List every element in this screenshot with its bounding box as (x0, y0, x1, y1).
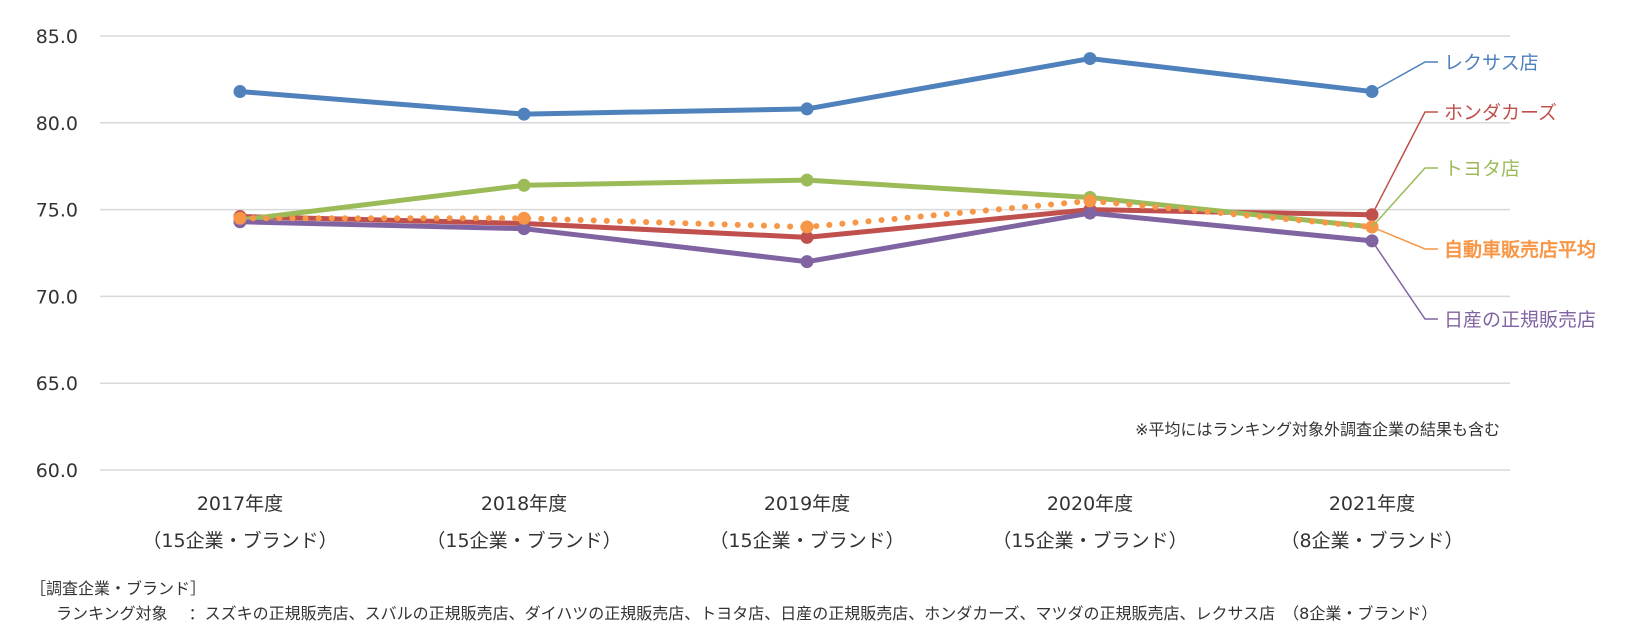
y-tick-label: 75.0 (36, 200, 78, 222)
grid-lines (100, 35, 1510, 471)
series-label: 日産の正規販売店 (1444, 309, 1596, 331)
x-category-count: （15企業・ブランド） (426, 529, 621, 552)
y-axis-ticks: 85.0 80.0 75.0 70.0 65.0 60.0 (36, 26, 78, 482)
x-category-count: （15企業・ブランド） (709, 529, 904, 552)
leader-line (1371, 111, 1438, 216)
line-chart: 85.0 80.0 75.0 70.0 65.0 60.0 2017年度 （15企業・ブラン… (36, 26, 1596, 552)
series-point (517, 222, 531, 236)
series-point (800, 230, 814, 244)
x-category-year: 2020年度 (1047, 493, 1133, 515)
leader-line (1371, 167, 1438, 228)
series-point (800, 173, 814, 187)
series-point (800, 255, 814, 269)
series-point (517, 211, 531, 225)
y-tick-label: 85.0 (36, 26, 78, 48)
series-label: 自動車販売店平均 (1444, 238, 1596, 261)
leader-line (1371, 240, 1438, 320)
y-tick-label: 80.0 (36, 113, 78, 135)
label-leader-lines (1371, 61, 1438, 320)
series-point (1083, 52, 1097, 66)
average-note: ※平均にはランキング対象外調査企業の結果も含む (1135, 420, 1500, 439)
series-point (1083, 206, 1097, 220)
series-label: レクサス店 (1444, 52, 1539, 74)
x-category-year: 2021年度 (1329, 493, 1415, 515)
footer-heading: ［調査企業・ブランド］ (30, 579, 207, 598)
series-point (517, 107, 531, 121)
series-point (517, 178, 531, 192)
x-category-year: 2018年度 (481, 493, 567, 515)
y-tick-label: 60.0 (36, 460, 78, 482)
series-point (233, 211, 247, 225)
series-point (800, 102, 814, 116)
series-lines (233, 52, 1379, 269)
x-category-count: （15企業・ブランド） (142, 529, 337, 552)
series-point (233, 85, 247, 99)
footer-ranked-brands: ランキング対象 ：スズキの正規販売店、スバルの正規販売店、ダイハツの正規販売店、… (56, 604, 1438, 623)
y-tick-label: 65.0 (36, 373, 78, 395)
series-label: ホンダカーズ (1444, 102, 1557, 124)
x-category-count: （15企業・ブランド） (992, 529, 1187, 552)
series-point (1083, 194, 1097, 208)
x-category-year: 2017年度 (197, 493, 283, 515)
series-point (800, 220, 814, 234)
x-category-year: 2019年度 (764, 493, 850, 515)
series-label: トヨタ店 (1444, 158, 1520, 180)
x-category-count: （8企業・ブランド） (1280, 529, 1463, 552)
y-tick-label: 70.0 (36, 286, 78, 308)
series-line (237, 197, 1375, 230)
leader-line (1371, 226, 1438, 250)
x-axis-labels: 2017年度 （15企業・ブランド） 2018年度 （15企業・ブランド） 2019年度… (142, 493, 1463, 552)
leader-line (1371, 61, 1438, 93)
